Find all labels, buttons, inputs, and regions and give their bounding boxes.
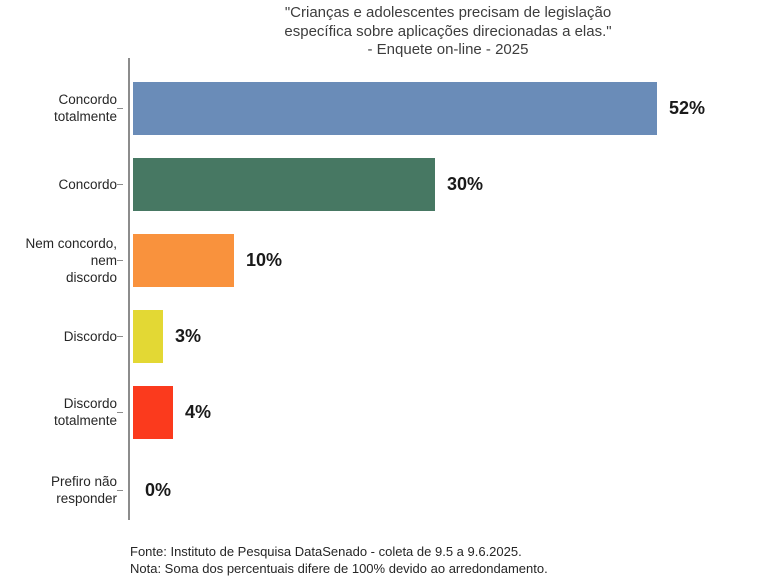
bar <box>133 81 657 135</box>
bar <box>133 385 173 439</box>
value-label: 30% <box>447 173 484 194</box>
bar-area: 52% <box>133 81 706 135</box>
chart-title: "Crianças e adolescentes precisam de leg… <box>128 4 768 60</box>
category-label: Nem concordo, nem discordo <box>25 235 117 285</box>
chart-title-line-3: - Enquete on-line - 2025 <box>367 41 529 58</box>
bar-area: 4% <box>133 385 212 439</box>
category-label: Concordo totalmente <box>53 92 117 124</box>
bar-row-prefiro-nao-responder: Prefiro não responder 0% <box>0 452 768 528</box>
bar-area: 0% <box>133 464 171 517</box>
bar <box>133 233 234 287</box>
category-label: Discordo totalmente <box>53 396 117 428</box>
category-label: Concordo <box>58 176 117 192</box>
y-axis-line <box>128 58 130 520</box>
bar-area: 10% <box>133 233 283 287</box>
axis-tick <box>117 489 123 491</box>
bar <box>133 157 435 211</box>
source-note: Fonte: Instituto de Pesquisa DataSenado … <box>130 544 522 559</box>
axis-tick <box>117 259 123 261</box>
bar-row-nem-concordo-nem-discordo: Nem concordo, nem discordo 10% <box>0 222 768 298</box>
chart-title-line-1: "Crianças e adolescentes precisam de leg… <box>284 4 612 21</box>
value-label: 4% <box>185 401 212 422</box>
value-label: 0% <box>145 479 172 500</box>
bar-area: 3% <box>133 309 202 363</box>
bar-row-discordo-totalmente: Discordo totalmente 4% <box>0 374 768 450</box>
bar <box>133 309 163 363</box>
axis-tick <box>117 107 123 109</box>
chart-footnotes: Fonte: Instituto de Pesquisa DataSenado … <box>130 543 548 577</box>
bar-row-discordo: Discordo 3% <box>0 298 768 374</box>
value-label: 10% <box>246 249 283 270</box>
bar-row-concordo: Concordo 30% <box>0 146 768 222</box>
value-label: 3% <box>175 325 202 346</box>
bar-row-concordo-totalmente: Concordo totalmente 52% <box>0 70 768 146</box>
category-label: Prefiro não responder <box>50 474 117 506</box>
axis-tick <box>117 335 123 337</box>
rounding-note: Nota: Soma dos percentuais difere de 100… <box>130 561 548 576</box>
axis-tick <box>117 183 123 185</box>
axis-tick <box>117 411 123 413</box>
value-label: 52% <box>669 97 706 118</box>
bar-area: 30% <box>133 157 484 211</box>
chart-title-line-2: específica sobre aplicações direcionadas… <box>284 22 612 40</box>
category-label: Discordo <box>63 328 117 344</box>
